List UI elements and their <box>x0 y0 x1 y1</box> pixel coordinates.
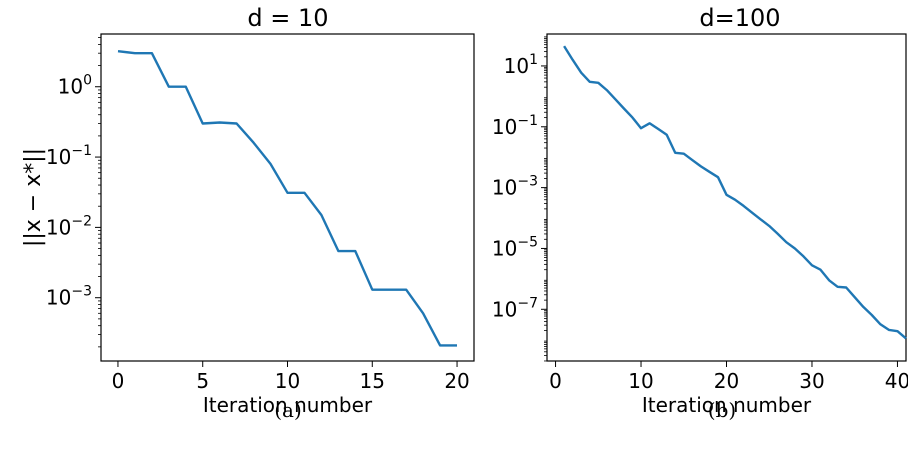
caption-a: (a) <box>274 398 302 422</box>
x-tick-label: 20 <box>444 369 469 393</box>
y-tick-label: 10−3 <box>46 284 92 310</box>
x-axis-label: Iteration number <box>203 393 373 417</box>
x-tick-label: 0 <box>549 369 562 393</box>
y-tick-label: 101 <box>504 52 538 78</box>
series-line <box>117 50 457 347</box>
y-tick-label: 10−2 <box>46 213 92 239</box>
y-tick-label: 100 <box>58 73 92 99</box>
y-tick-label: 10−1 <box>46 143 92 169</box>
y-tick-label: 10−3 <box>492 174 538 200</box>
y-tick-label: 10−1 <box>492 113 538 139</box>
chart-panel-a: 0 5 10 15 20 100 10−1 10−2 10−3 d = 10 Iteration n… <box>21 4 475 417</box>
chart-title: d = 10 <box>247 4 328 32</box>
series-line <box>563 45 907 340</box>
x-tick-label: 15 <box>360 369 385 393</box>
plot-frame <box>546 33 907 362</box>
y-axis-label: ||x − x*|| <box>21 148 46 247</box>
x-tick-label: 10 <box>275 369 300 393</box>
chart-title: d=100 <box>699 4 780 32</box>
x-tick-label: 40 <box>885 369 908 393</box>
x-tick-label: 0 <box>112 369 125 393</box>
x-tick-label: 20 <box>714 369 739 393</box>
x-tick-label: 5 <box>196 369 209 393</box>
x-tick-label: 30 <box>799 369 824 393</box>
y-tick-label: 10−5 <box>492 234 538 260</box>
x-tick-label: 10 <box>628 369 653 393</box>
plot-frame <box>100 33 475 362</box>
chart-panel-b: 0 10 20 30 40 101 10−1 10−3 10−5 10−7 d=100 Iterati… <box>492 4 908 417</box>
y-tick-label: 10−7 <box>492 295 538 321</box>
x-axis-label: Iteration number <box>642 393 812 417</box>
caption-b: (b) <box>707 398 737 422</box>
